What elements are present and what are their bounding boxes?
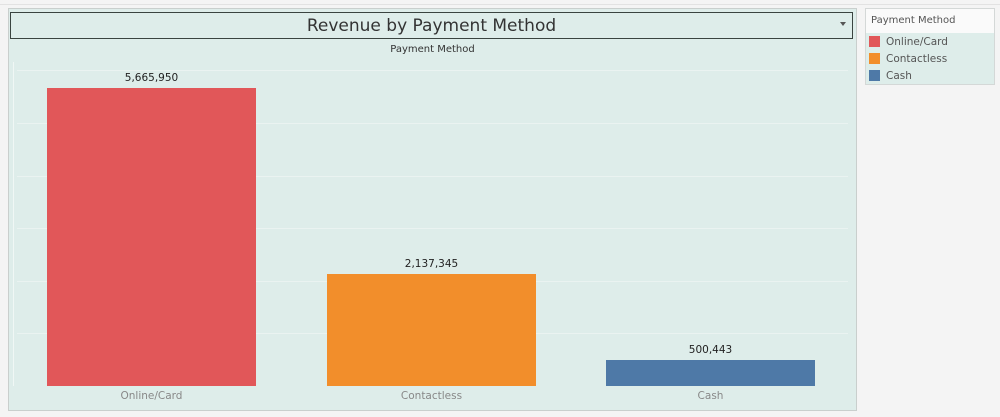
category-label: Cash <box>697 390 724 402</box>
legend-item-contactless[interactable]: Contactless <box>866 50 994 67</box>
legend-item-cash[interactable]: Cash <box>866 67 994 84</box>
legend-title: Payment Method <box>866 9 994 33</box>
legend-swatch <box>869 53 880 64</box>
legend-label: Cash <box>886 69 912 82</box>
chart-title: Revenue by Payment Method <box>306 15 557 36</box>
top-divider <box>0 4 1000 5</box>
bar-online-card[interactable] <box>47 88 256 386</box>
legend: Payment Method Online/Card Contactless C… <box>865 8 995 85</box>
category-label: Contactless <box>400 390 463 402</box>
legend-label: Contactless <box>886 52 948 65</box>
legend-item-online-card[interactable]: Online/Card <box>866 33 994 50</box>
gridline <box>17 228 848 230</box>
category-label: Online/Card <box>120 390 183 402</box>
value-label: 500,443 <box>688 343 733 356</box>
value-label: 2,137,345 <box>404 257 459 270</box>
legend-swatch <box>869 70 880 81</box>
column-header: Payment Method <box>390 44 475 55</box>
legend-label: Online/Card <box>886 35 948 48</box>
axis-line <box>13 62 14 386</box>
bar-contactless[interactable] <box>327 273 536 386</box>
value-label: 5,665,950 <box>124 72 179 84</box>
bar-cash[interactable] <box>606 359 815 386</box>
gridline <box>17 70 848 72</box>
chart-title-box[interactable]: Revenue by Payment Method <box>10 12 853 39</box>
gridline <box>17 123 848 125</box>
dropdown-arrow-icon[interactable] <box>840 22 846 26</box>
legend-swatch <box>869 36 880 47</box>
gridline <box>17 175 848 177</box>
